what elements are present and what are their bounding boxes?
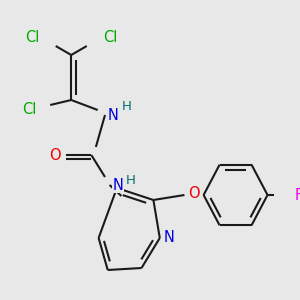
Text: Cl: Cl (103, 31, 118, 46)
Text: Cl: Cl (25, 31, 39, 46)
Text: N: N (112, 178, 123, 193)
Text: N: N (164, 230, 174, 245)
Text: F: F (295, 188, 300, 202)
Text: N: N (108, 107, 118, 122)
Text: H: H (122, 100, 131, 113)
Text: O: O (49, 148, 61, 163)
Text: H: H (126, 173, 136, 187)
Text: O: O (188, 185, 200, 200)
Text: Cl: Cl (22, 103, 37, 118)
